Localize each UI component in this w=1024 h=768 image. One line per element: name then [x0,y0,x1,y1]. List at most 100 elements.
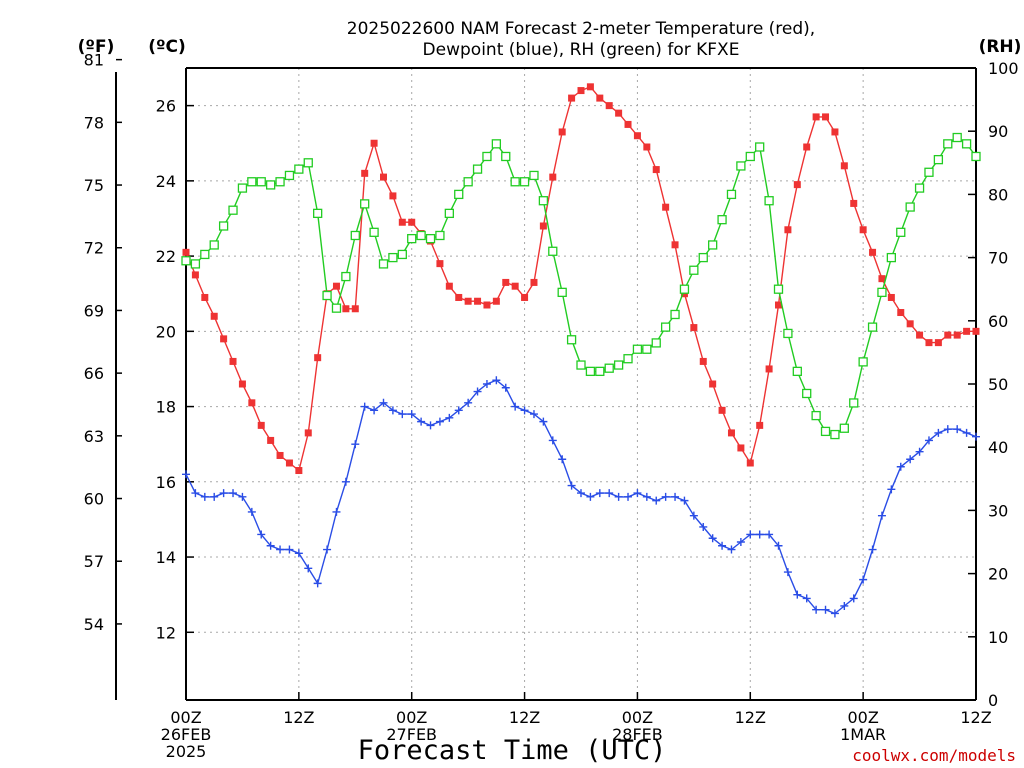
rh-point [237,183,248,193]
dewpoint-point [360,402,369,411]
2-meter-temperature-point [549,173,557,181]
rh-point [454,189,464,200]
2-meter-temperature-point [850,199,858,207]
2-meter-temperature-point [539,222,547,230]
dewpoint-point [473,387,482,396]
rh-tick-label: 50 [988,375,1008,394]
2-meter-temperature-point [775,301,782,309]
2-meter-temperature-point [474,297,482,305]
rh-point [360,199,370,209]
dewpoint-point [736,538,745,546]
2-meter-temperature-point [276,451,284,459]
2-meter-temperature-point [370,139,378,147]
rh-point [961,139,972,149]
rh-point [463,177,473,187]
dewpoint-point [464,398,473,407]
dewpoint-point [877,511,886,520]
dewpoint-point [323,545,332,554]
x-tick-label: 12Z [283,708,314,727]
rh-point [350,230,360,241]
rh-point [585,366,596,377]
2-meter-temperature-point [916,331,924,339]
rh-point [265,180,276,190]
rh-point [510,177,520,187]
dewpoint-point [388,406,397,415]
2-meter-temperature-point [633,132,641,140]
dewpoint-point [896,462,905,471]
2-meter-temperature-point [671,241,679,249]
x-tick-label: 12Z [509,708,540,727]
2-meter-temperature-point [727,429,735,437]
fahrenheit-tick-label: 66 [84,364,104,383]
dewpoint-point [755,530,764,539]
rh-point [576,360,586,370]
rh-point [275,177,285,187]
rh-series [181,132,981,440]
rh-point [218,221,229,231]
dewpoint-point [247,507,256,516]
2-meter-temperature-point [586,83,594,91]
rh-point [501,151,511,162]
rh-point [566,335,577,345]
dewpoint-point [351,440,360,449]
2-meter-temperature-point [267,436,275,444]
rh-point [378,259,389,269]
2-meter-temperature-point [380,173,387,181]
2-meter-temperature-point [652,166,660,174]
data-series [181,83,981,618]
dewpoint-point [586,492,595,501]
2-meter-temperature-point [596,94,604,102]
2-meter-temperature-point [746,459,754,467]
rh-point [369,227,379,237]
fahrenheit-tick-label: 72 [84,239,104,258]
dewpoint-point [435,417,444,426]
dewpoint-point [567,481,576,490]
2-meter-temperature-point [332,282,340,290]
rh-point [613,360,624,370]
dewpoint-point [699,522,708,531]
fahrenheit-unit-label: (ºF) [78,37,115,57]
celsius-tick-label: 20 [156,322,176,341]
rh-point [632,344,643,354]
rh-point [557,287,567,298]
rh-point [651,338,661,348]
2-meter-temperature-point [408,218,416,226]
rh-tick-label: 90 [988,122,1008,141]
dewpoint-point [962,428,971,437]
dewpoint-point [812,605,821,614]
2-meter-temperature-point [492,297,500,305]
dewpoint-point [370,406,379,415]
2-meter-temperature-point [361,169,369,177]
rh-unit-label: (RH) [979,37,1022,57]
dewpoint-point [868,545,877,554]
2-meter-temperature-point [812,113,820,121]
dewpoint-point [624,492,633,501]
dewpoint-point [379,398,388,407]
2-meter-temperature-point [455,293,463,301]
dewpoint-point [257,530,266,539]
rh-point [914,183,925,193]
celsius-tick-label: 24 [156,172,176,191]
rh-point [670,309,680,320]
2-meter-temperature-point [351,305,359,313]
rh-point [529,170,539,181]
rh-point [858,357,868,367]
2-meter-temperature-point [220,335,228,343]
2-meter-temperature-point [436,260,444,268]
2-meter-temperature-point [784,226,792,234]
rh-point [726,189,737,200]
dewpoint-point [793,590,802,599]
rh-point [642,344,652,354]
2-meter-temperature-point [831,128,839,136]
dewpoint-point [577,489,585,498]
2-meter-temperature-point [342,305,350,313]
chart-title-line1: 2025022600 NAM Forecast 2-meter Temperat… [347,19,815,39]
dewpoint-point [529,410,538,419]
2-meter-temperature-point [285,459,293,467]
2-meter-temperature-point [568,94,576,102]
2-meter-temperature-point [934,339,942,347]
dewpoint-point [943,425,952,434]
rh-tick-label: 40 [988,438,1008,457]
2-meter-temperature-point [615,109,623,117]
